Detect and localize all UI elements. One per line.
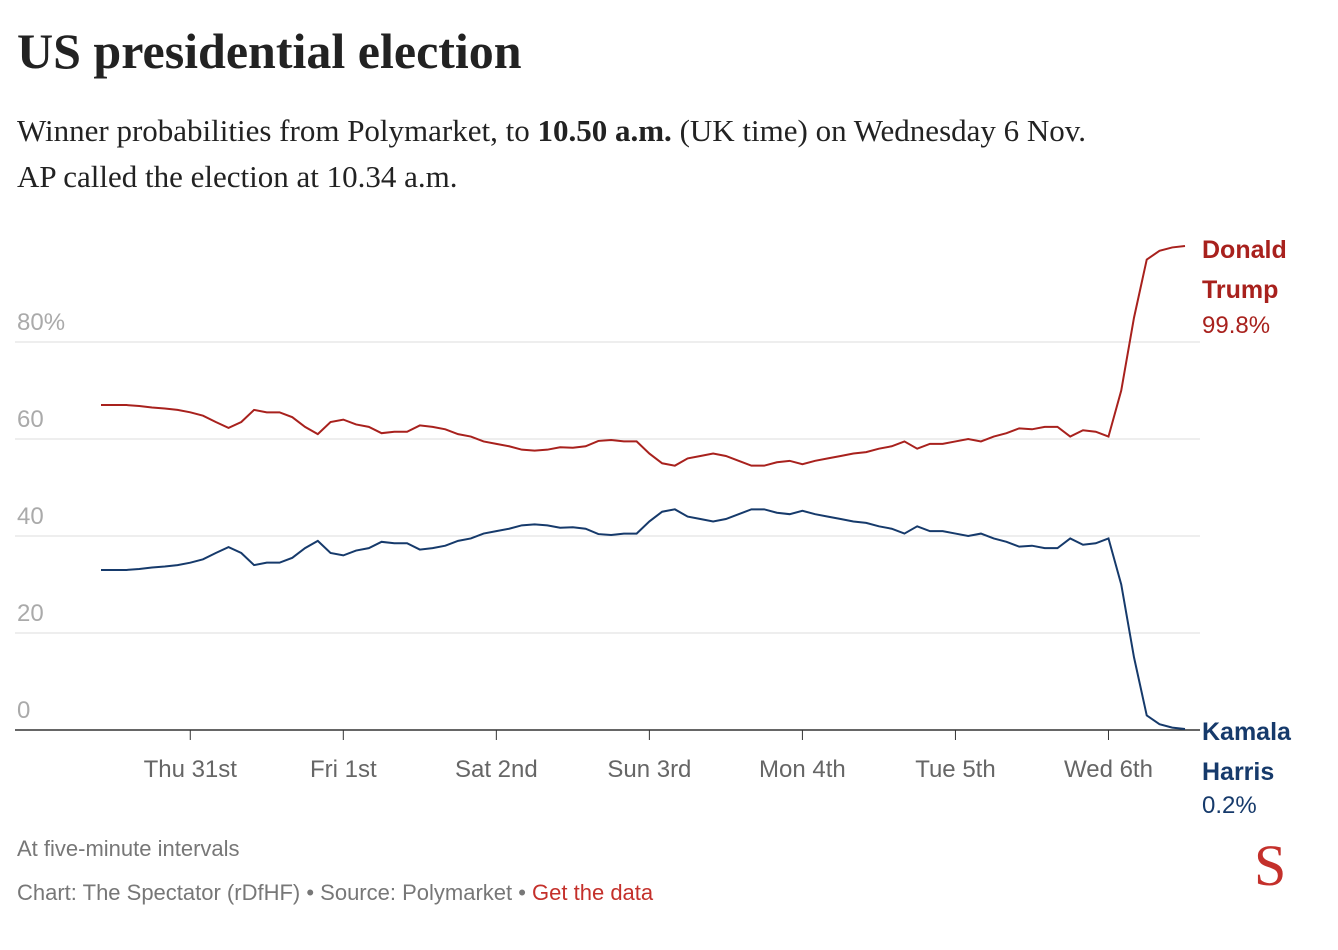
y-tick-label: 60 (17, 406, 44, 433)
subtitle: Winner probabilities from Polymarket, to… (17, 108, 1086, 200)
x-tick-label: Thu 31st (144, 756, 238, 783)
logo: S (1254, 833, 1287, 898)
data-link[interactable]: Get the data (532, 880, 654, 905)
y-tick-label: 40 (17, 503, 44, 530)
x-tick-label: Sat 2nd (455, 756, 538, 783)
subtitle-part: Winner probabilities from Polymarket, to (17, 113, 538, 148)
y-tick-label: 20 (17, 600, 44, 627)
end-value-label: 0.2% (1202, 792, 1257, 819)
end-value-label: 99.8% (1202, 312, 1271, 339)
subtitle-bold: 10.50 a.m. (537, 113, 672, 148)
series-line (101, 508, 1186, 731)
y-tick-label: 0 (17, 697, 30, 724)
x-tick-label: Wed 6th (1064, 756, 1153, 783)
y-tick-label: 80% (17, 309, 65, 336)
series-line (101, 244, 1186, 467)
source-text: Chart: The Spectator (rDfHF) • Source: P… (17, 880, 533, 905)
subtitle-part: (UK time) on Wednesday 6 Nov. (671, 113, 1087, 148)
x-tick-label: Tue 5th (915, 756, 996, 783)
note: At five-minute intervals (17, 836, 240, 861)
x-tick-label: Sun 3rd (607, 756, 691, 783)
x-tick-label: Fri 1st (310, 756, 377, 783)
series-label: Kamala Harris (1202, 718, 1291, 786)
subtitle-line: AP called the election at 10.34 a.m. (17, 159, 458, 194)
source: Chart: The Spectator (rDfHF) • Source: P… (17, 880, 653, 906)
x-tick-label: Mon 4th (759, 756, 846, 783)
series-label: Donald Trump (1202, 236, 1287, 304)
chart-title: US presidential election (17, 23, 522, 79)
